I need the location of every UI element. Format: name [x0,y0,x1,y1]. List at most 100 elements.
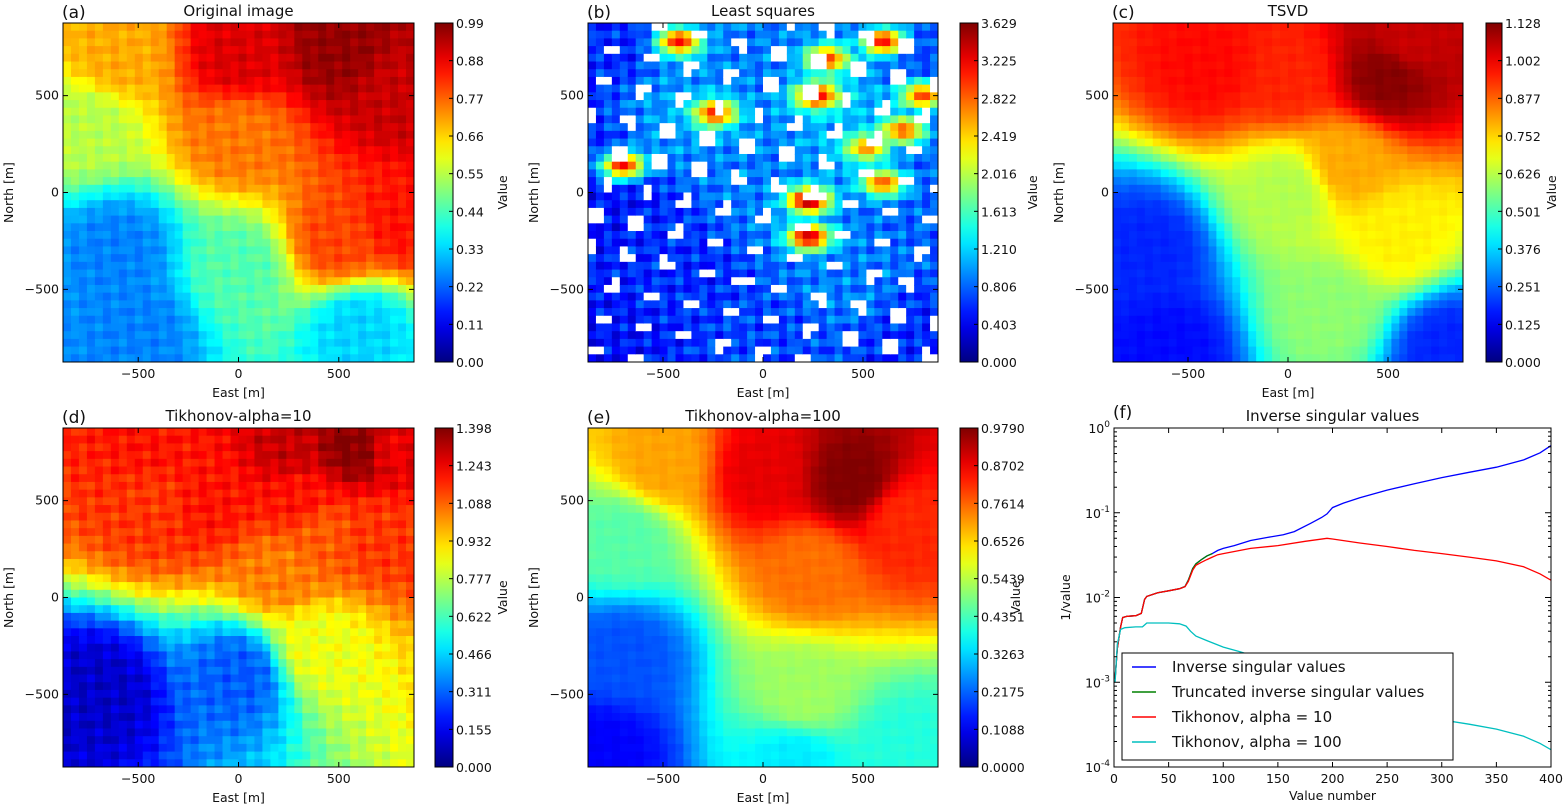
masked-cell [882,107,891,117]
heat-cell [78,92,88,101]
heat-cell [214,30,224,39]
heat-cell [78,30,88,39]
heat-cell [1184,92,1194,101]
heat-cell [326,130,335,140]
heat-cell [390,231,399,240]
heat-cell [350,215,359,224]
heat-cell [627,177,637,186]
heat-cell [1295,76,1305,86]
masked-cell [770,284,780,294]
heat-cell [770,30,780,39]
heat-cell [382,169,391,178]
heat-cell [342,323,351,332]
heat-cell [874,76,883,86]
heat-cell [134,192,144,201]
heat-cell [206,177,216,186]
heat-cell [1168,153,1178,163]
heat-cell [747,123,756,132]
heat-cell [627,300,637,309]
heat-cell [1264,223,1273,232]
heat-cell [595,61,605,70]
heat-cell [1144,46,1154,55]
heat-cell [230,169,240,178]
heat-cell [1280,300,1289,309]
heat-cell [723,84,732,93]
heat-cell [930,346,938,355]
heat-cell [190,238,200,248]
heat-cell [406,100,414,109]
heat-cell [802,23,812,32]
heat-cell [603,123,613,132]
heat-cell [882,261,891,271]
heat-cell [1136,69,1146,78]
heat-cell [930,46,938,55]
heat-cell [874,331,883,340]
heat-cell [1280,269,1289,278]
heat-cell [651,130,661,140]
heat-cell [882,123,891,132]
heat-cell [294,184,303,194]
heat-cell [794,315,804,325]
heat-cell [342,246,351,255]
heat-cell [691,69,700,78]
heat-cell [595,69,605,78]
heat-cell [802,46,812,55]
heat-cell [1200,215,1210,224]
heat-cell [374,123,383,132]
heat-cell [1232,115,1241,124]
heat-cell [374,138,383,147]
heat-cell [1200,76,1210,86]
heat-cell [350,315,359,325]
heat-cell [818,169,828,178]
heat-cell [1295,38,1305,47]
heat-cell [1136,308,1146,317]
heat-cell [334,292,343,301]
heat-cell [675,354,685,362]
heat-cell [358,30,367,39]
heat-cell [286,123,295,132]
heat-cell [890,192,899,201]
heat-cell [1280,223,1289,232]
heat-cell [1248,192,1257,201]
heat-cell [1216,123,1225,132]
heat-cell [603,207,613,217]
heat-cell [118,184,128,194]
heat-cell [1272,46,1281,55]
heat-cell [898,215,907,224]
heat-cell [651,46,661,55]
heat-cell [254,223,264,232]
heat-cell [691,200,700,209]
heat-cell [755,153,764,163]
heat-cell [755,169,764,178]
heat-cell [723,169,732,178]
heat-cell [254,53,264,63]
heat-cell [1216,308,1225,317]
heat-cell [382,138,391,147]
heat-cell [198,300,208,309]
heat-cell [230,308,240,317]
heat-cell [699,61,708,70]
heat-cell [326,200,335,209]
heat-cell [190,69,200,78]
masked-cell [898,277,907,286]
heat-cell [286,30,295,39]
heat-cell [874,92,883,101]
heat-cell [110,76,120,86]
heat-cell [683,277,692,286]
heat-cell [1184,215,1194,224]
heat-cell [1200,200,1210,209]
heat-cell [1192,284,1202,294]
heat-cell [675,315,685,325]
heat-cell [166,107,176,117]
heat-cell [683,53,692,63]
heat-cell [1176,238,1186,248]
heat-cell [166,215,176,224]
heat-cell [699,231,708,240]
heat-cell [262,269,272,278]
heat-cell [342,53,351,63]
heat-cell [286,69,295,78]
heat-cell [794,46,804,55]
heat-cell [611,177,621,186]
heat-cell [238,130,248,140]
heat-cell [334,177,343,186]
